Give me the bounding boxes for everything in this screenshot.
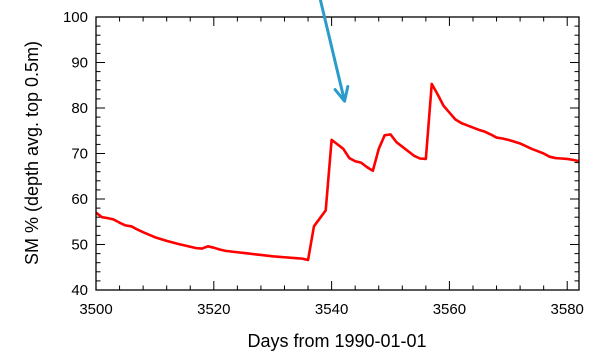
- y-tick-label: 50: [71, 237, 88, 254]
- x-axis-tick-labels: 3500 3520 3540 3560 3580: [79, 301, 584, 318]
- plot-frame: [95, 16, 580, 291]
- x-tick-label: 3520: [197, 301, 230, 318]
- x-tick-label: 3560: [433, 301, 466, 318]
- y-axis-title: SM % (depth avg. top 0.5m): [22, 41, 42, 265]
- x-axis-ticks: [95, 17, 568, 290]
- annotation-arrow: [318, 0, 350, 103]
- series-line: [96, 82, 579, 262]
- y-tick-label: 80: [71, 100, 88, 117]
- x-tick-label: 3540: [315, 301, 348, 318]
- x-tick-label: 3580: [551, 301, 584, 318]
- annotation-arrow-shaft: [318, 0, 346, 100]
- annotation-arrow-head: [333, 85, 350, 103]
- y-tick-label: 70: [71, 146, 88, 163]
- y-tick-label: 100: [63, 9, 88, 26]
- y-tick-label: 60: [71, 191, 88, 208]
- y-tick-label: 90: [71, 55, 88, 72]
- y-tick-label: 40: [71, 282, 88, 299]
- y-axis-tick-labels: 40 50 60 70 80 90 100: [63, 9, 88, 299]
- x-axis-title: Days from 1990-01-01: [247, 331, 426, 351]
- y-axis-ticks: [96, 16, 579, 291]
- x-tick-label: 3500: [79, 301, 112, 318]
